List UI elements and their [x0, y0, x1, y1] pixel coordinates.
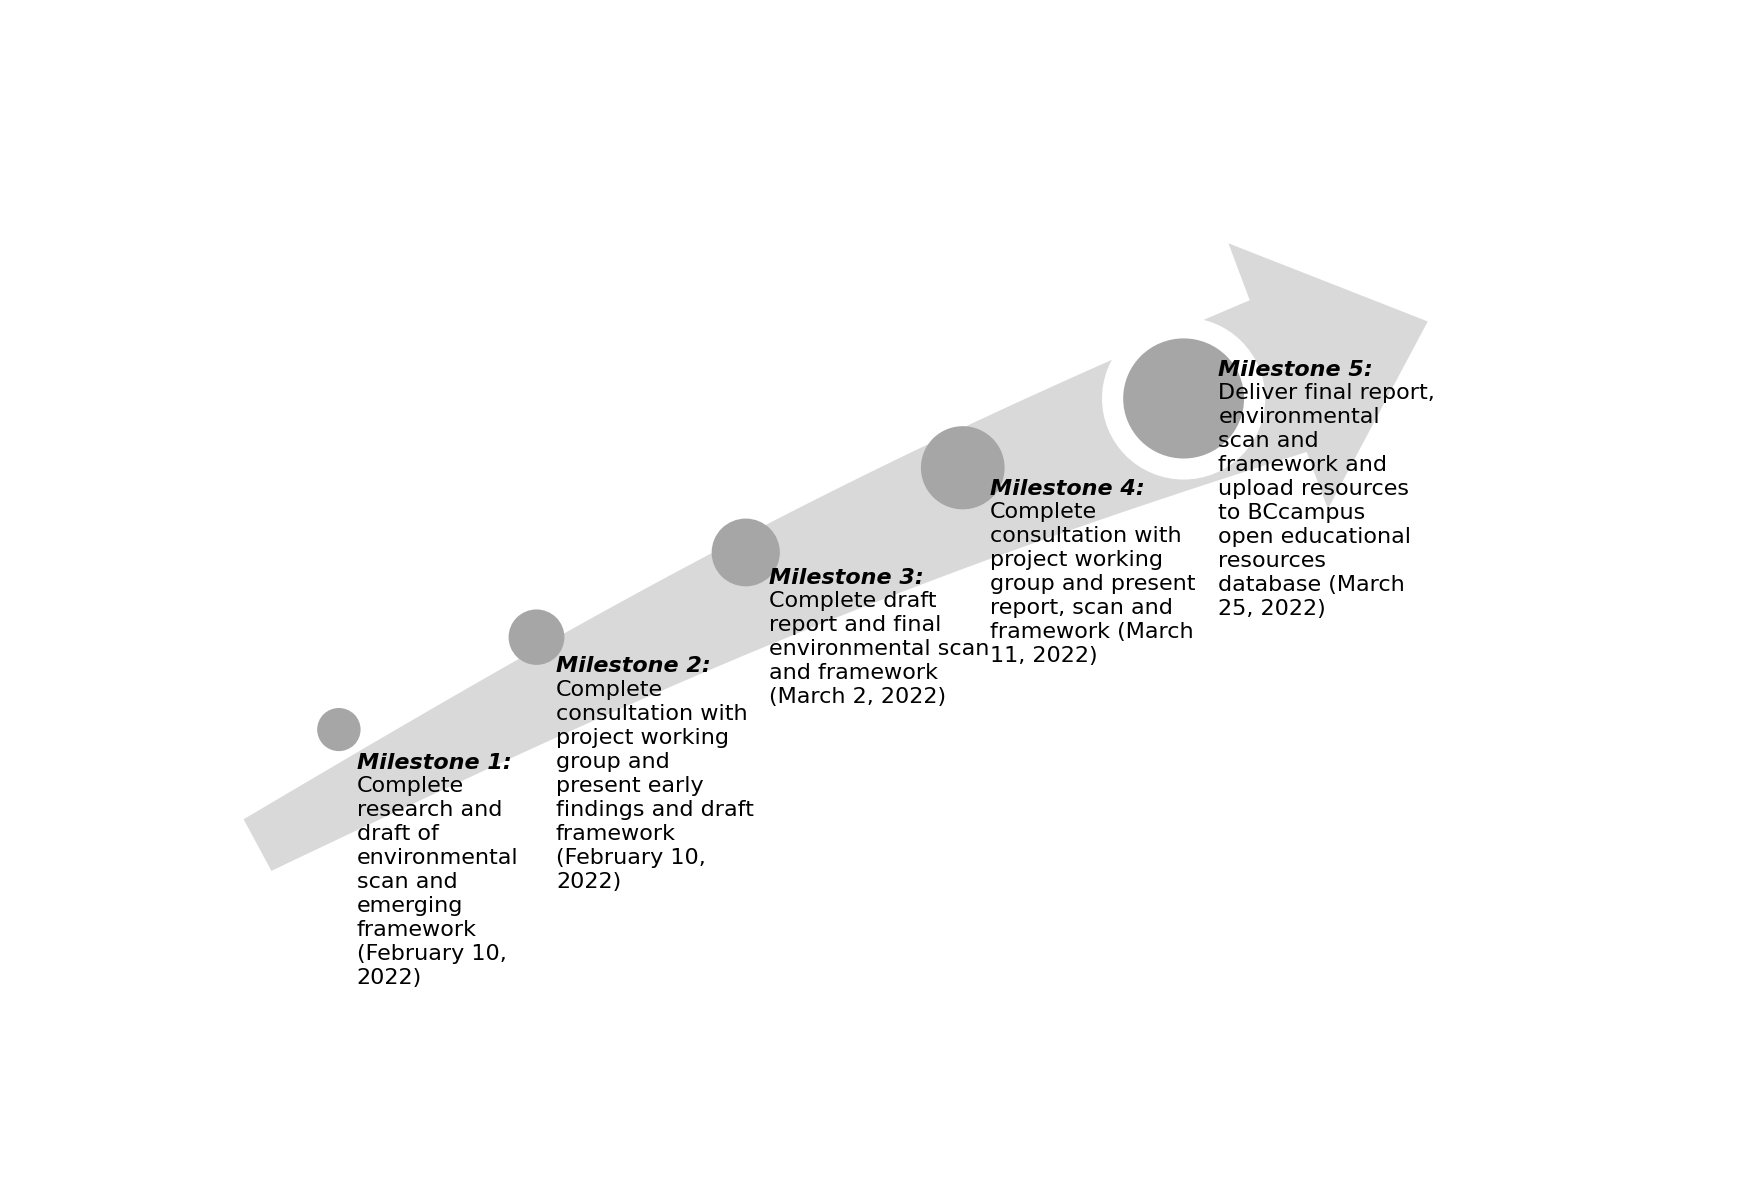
- Text: Milestone 5:: Milestone 5:: [1218, 360, 1374, 380]
- Circle shape: [1102, 318, 1265, 480]
- Text: Complete draft
report and final
environmental scan
and framework
(March 2, 2022): Complete draft report and final environm…: [768, 591, 989, 707]
- Text: Milestone 4:: Milestone 4:: [990, 479, 1144, 499]
- Text: Complete
consultation with
project working
group and
present early
findings and : Complete consultation with project worki…: [556, 680, 754, 891]
- Circle shape: [920, 426, 1004, 509]
- Circle shape: [509, 610, 565, 665]
- Text: Complete
research and
draft of
environmental
scan and
emerging
framework
(Februa: Complete research and draft of environme…: [357, 776, 518, 988]
- Text: Milestone 2:: Milestone 2:: [556, 657, 710, 676]
- Polygon shape: [243, 243, 1428, 871]
- Text: Milestone 1:: Milestone 1:: [357, 753, 511, 772]
- Text: Complete
consultation with
project working
group and present
report, scan and
fr: Complete consultation with project worki…: [990, 503, 1195, 666]
- Circle shape: [712, 518, 780, 586]
- Circle shape: [1124, 338, 1244, 458]
- Text: Milestone 3:: Milestone 3:: [768, 568, 924, 588]
- Text: Deliver final report,
environmental
scan and
framework and
upload resources
to B: Deliver final report, environmental scan…: [1218, 383, 1435, 620]
- Circle shape: [317, 709, 360, 751]
